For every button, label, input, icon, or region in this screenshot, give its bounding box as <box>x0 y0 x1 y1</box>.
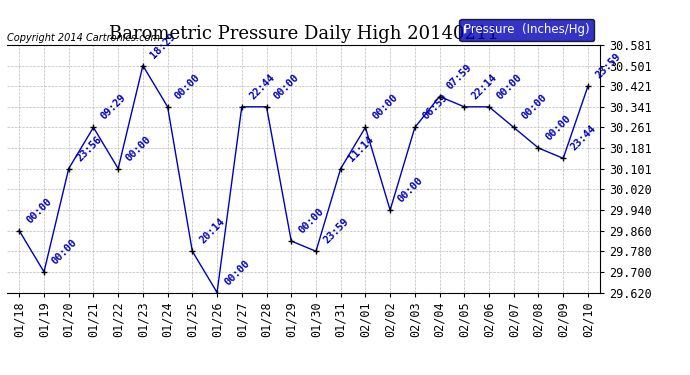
Text: 00:00: 00:00 <box>25 196 54 225</box>
Text: 23:56: 23:56 <box>75 134 104 163</box>
Text: 22:44: 22:44 <box>247 72 277 101</box>
Text: 20:14: 20:14 <box>198 217 227 246</box>
Text: 23:59: 23:59 <box>593 51 622 81</box>
Legend: Pressure  (Inches/Hg): Pressure (Inches/Hg) <box>460 19 594 41</box>
Text: 00:00: 00:00 <box>520 93 549 122</box>
Text: 06:59: 06:59 <box>420 93 450 122</box>
Text: 00:00: 00:00 <box>50 237 79 266</box>
Text: 00:00: 00:00 <box>272 72 302 101</box>
Text: 00:00: 00:00 <box>124 134 153 163</box>
Text: 23:59: 23:59 <box>322 217 351 246</box>
Text: 18:29: 18:29 <box>148 31 177 60</box>
Text: 00:00: 00:00 <box>395 176 425 204</box>
Text: 22:14: 22:14 <box>470 72 499 101</box>
Text: 09:29: 09:29 <box>99 93 128 122</box>
Text: 00:00: 00:00 <box>223 258 252 287</box>
Text: 00:00: 00:00 <box>495 72 524 101</box>
Text: 00:00: 00:00 <box>544 113 573 142</box>
Text: 23:44: 23:44 <box>569 124 598 153</box>
Text: 00:00: 00:00 <box>297 206 326 236</box>
Title: Barometric Pressure Daily High 20140211: Barometric Pressure Daily High 20140211 <box>108 26 499 44</box>
Text: 11:14: 11:14 <box>346 134 375 163</box>
Text: 07:59: 07:59 <box>445 62 474 91</box>
Text: 00:00: 00:00 <box>173 72 202 101</box>
Text: Copyright 2014 Cartronics.com: Copyright 2014 Cartronics.com <box>7 33 160 42</box>
Text: 00:00: 00:00 <box>371 93 400 122</box>
